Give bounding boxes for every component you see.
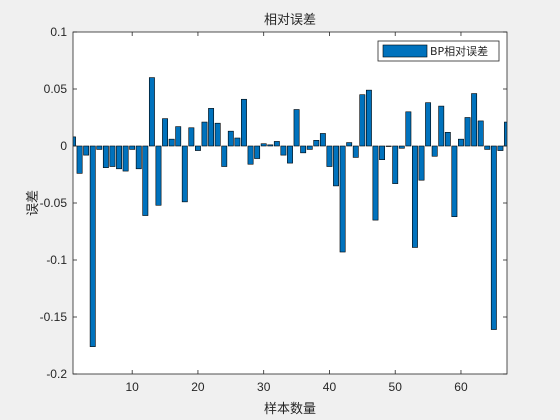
bar — [365, 89, 372, 147]
bar — [83, 145, 90, 156]
y-tick-label: -0.2 — [46, 367, 67, 381]
bar — [458, 138, 464, 147]
bar — [484, 145, 491, 150]
y-tick-label: 0.1 — [50, 25, 67, 39]
bar — [438, 105, 445, 147]
bar — [102, 145, 109, 168]
bar — [260, 143, 267, 147]
bar — [326, 145, 333, 167]
bar — [208, 108, 215, 147]
x-tick-label: 50 — [389, 380, 403, 394]
bar — [319, 133, 326, 147]
y-axis-label: 误差 — [26, 190, 41, 216]
bar — [352, 145, 359, 158]
x-tick-label: 40 — [323, 380, 337, 394]
bar — [412, 145, 418, 248]
bar — [168, 138, 175, 147]
bar — [241, 98, 247, 147]
y-tick-label: -0.15 — [40, 310, 68, 324]
bar — [181, 145, 188, 203]
x-tick-label: 10 — [126, 380, 140, 394]
bar — [148, 77, 155, 147]
bar — [418, 145, 425, 181]
bar — [497, 145, 504, 151]
bar — [451, 145, 458, 217]
bar — [405, 111, 412, 147]
bar — [490, 145, 497, 330]
bar — [109, 145, 116, 167]
bar — [339, 145, 346, 253]
bar — [398, 145, 405, 149]
bar — [444, 132, 451, 147]
bar — [385, 145, 392, 147]
bar — [116, 145, 122, 170]
bar — [425, 102, 432, 147]
bar — [254, 145, 261, 159]
bar — [89, 145, 96, 347]
x-tick-label: 20 — [191, 380, 205, 394]
bar — [346, 142, 353, 147]
bar — [201, 121, 208, 147]
axes — [72, 31, 508, 375]
bar — [333, 145, 339, 187]
bar — [471, 93, 478, 147]
bar — [234, 137, 241, 147]
plot-area — [73, 32, 507, 374]
bar — [175, 126, 182, 147]
bar — [300, 145, 307, 154]
bar — [195, 145, 201, 151]
legend-label: BP相对误差 — [430, 44, 488, 58]
bar — [431, 145, 438, 157]
bar — [227, 130, 234, 147]
bar — [464, 117, 471, 147]
bar — [379, 145, 385, 160]
bar — [142, 145, 149, 216]
bar — [162, 118, 168, 147]
bar-group — [73, 77, 507, 347]
bar — [293, 109, 300, 147]
y-tick-label: 0.05 — [44, 82, 68, 96]
bar — [287, 145, 293, 164]
bar — [129, 145, 136, 150]
tick-labels: 10 20 30 40 50 60 0.1 0.05 0 -0.05 -0.1 -0.15 -0.2 — [40, 25, 468, 394]
bar — [280, 145, 287, 156]
legend-swatch — [382, 44, 428, 58]
x-tick-label: 30 — [257, 380, 271, 394]
bar — [76, 145, 83, 174]
bar — [135, 145, 142, 170]
y-tick-label: -0.05 — [40, 196, 68, 210]
x-tick-label: 60 — [454, 380, 468, 394]
bar — [155, 145, 162, 206]
bar — [306, 145, 313, 150]
bar — [313, 140, 320, 147]
legend: BP相对误差 — [377, 40, 500, 62]
x-axis-label: 样本数量 — [264, 402, 316, 417]
bar — [273, 141, 280, 147]
y-tick-label: -0.1 — [46, 253, 67, 267]
bar — [214, 122, 221, 147]
bar — [247, 145, 254, 165]
bar — [372, 145, 379, 221]
bar — [188, 127, 195, 147]
bar — [96, 145, 103, 150]
bar — [359, 94, 366, 147]
bar — [267, 144, 274, 147]
bar — [221, 145, 228, 167]
chart-title: 相对误差 — [264, 13, 316, 28]
y-tick-label: 0 — [60, 139, 67, 153]
bar — [477, 120, 484, 147]
bar — [392, 145, 399, 184]
bar — [122, 145, 129, 172]
